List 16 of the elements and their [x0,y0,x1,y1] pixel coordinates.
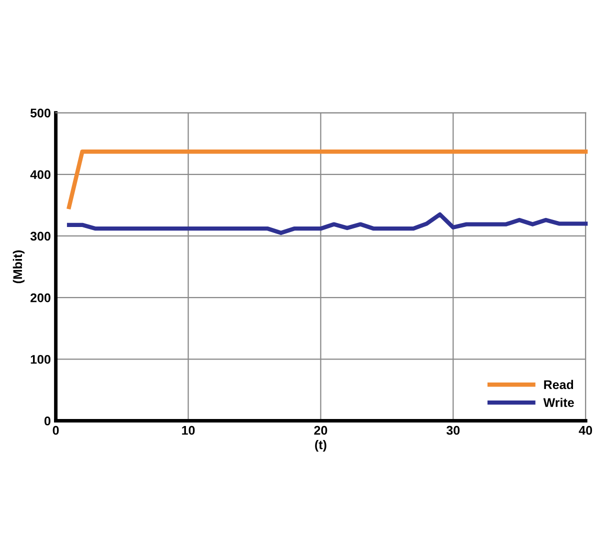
x-tick-label: 20 [314,426,328,435]
y-tick-label: 0 [44,416,50,426]
y-tick-label: 400 [30,170,50,180]
y-tick-label: 200 [30,293,50,302]
y-tick-label: 500 [30,108,50,118]
x-tick-label: 10 [182,426,195,435]
legend-label: Read [544,380,574,390]
y-axis-title: (Mbit) [12,250,25,284]
line-series [66,212,588,235]
x-tick-label: 40 [578,426,592,435]
y-tick-label: 300 [30,232,50,241]
x-tick-label: 30 [446,426,460,435]
x-axis-title: (t) [315,440,326,452]
y-tick-label: 100 [30,354,50,364]
x-tick-label: 0 [52,426,59,435]
legend-label: Write [543,398,574,408]
